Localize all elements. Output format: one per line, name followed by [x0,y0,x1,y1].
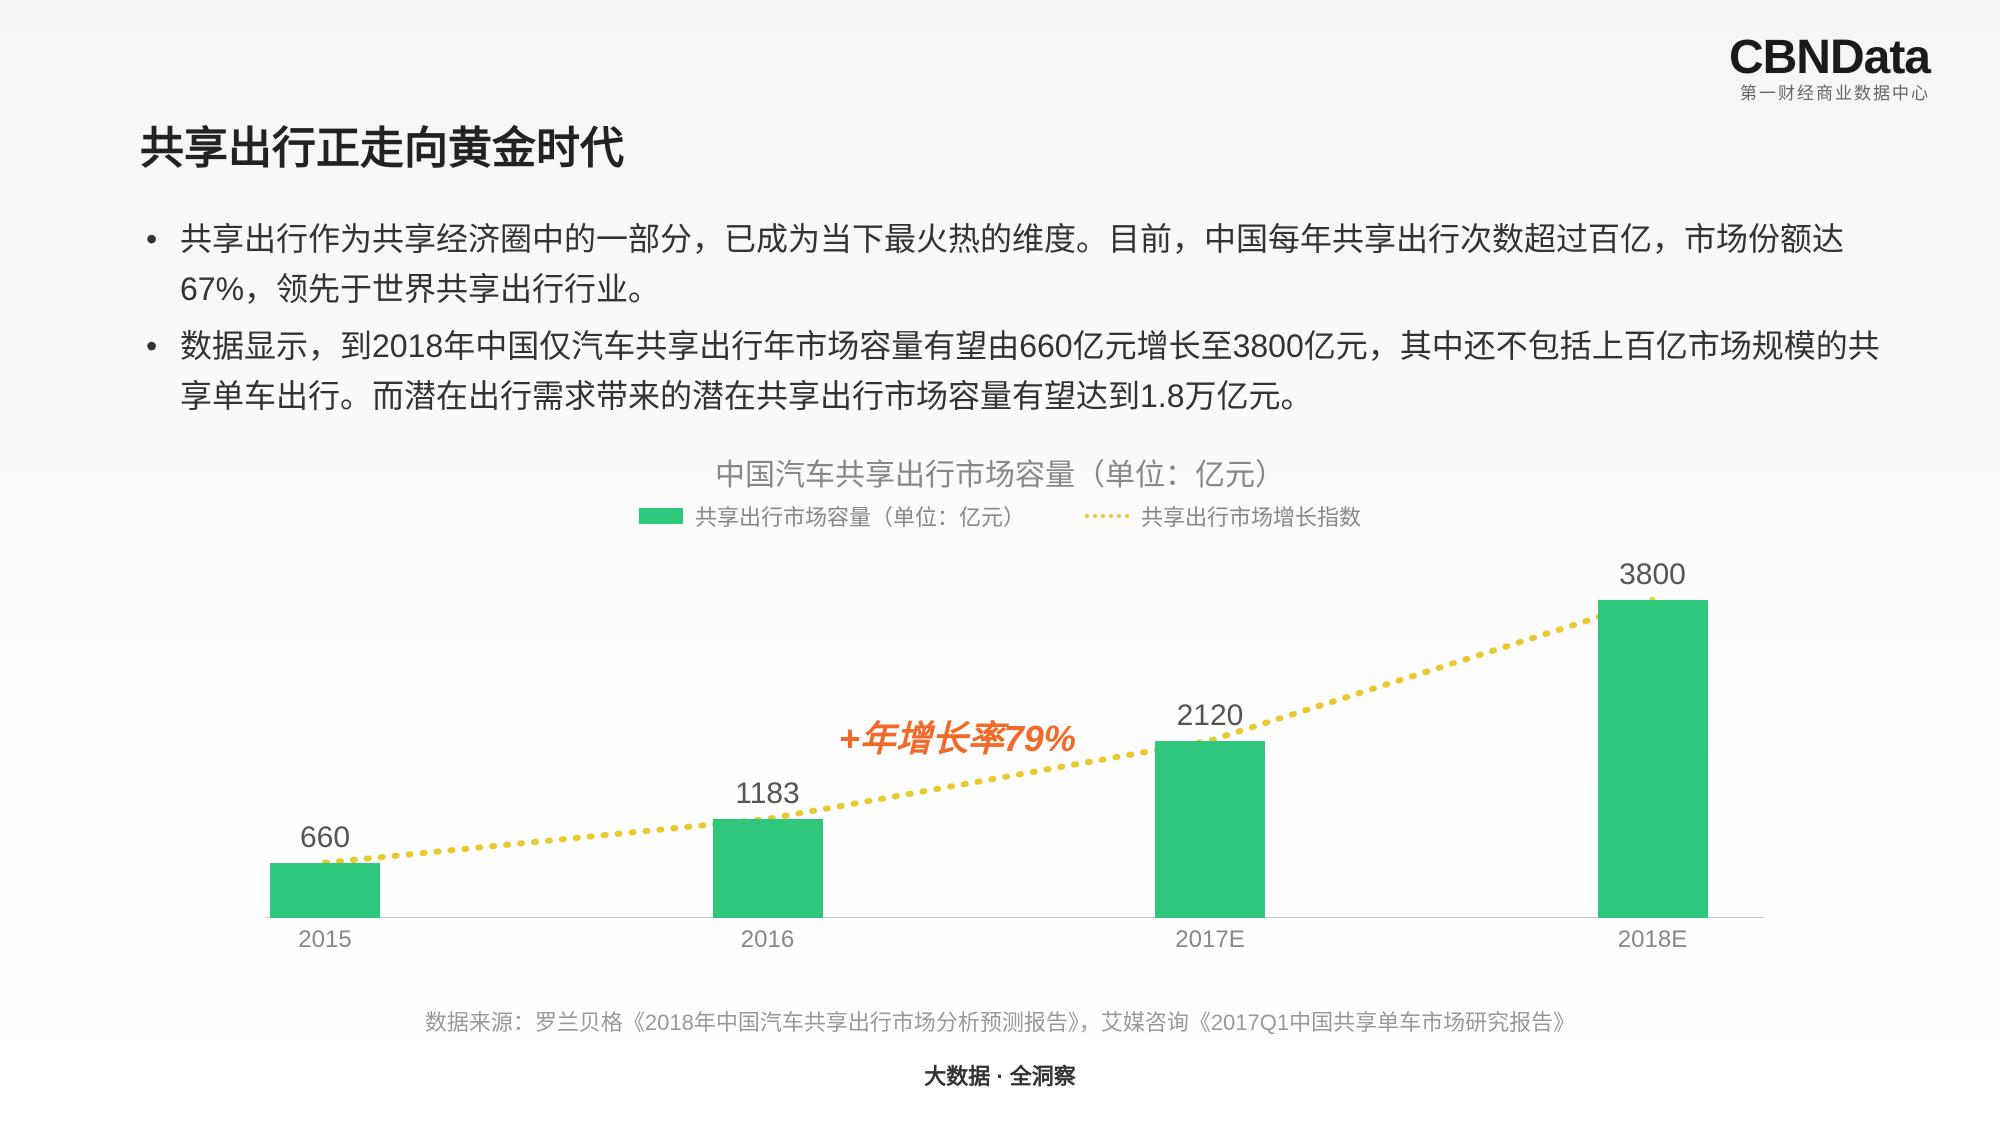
legend-bar-item: 共享出行市场容量（单位：亿元） [639,500,1025,532]
bullet-text: 数据显示，到2018年中国仅汽车共享出行年市场容量有望由660亿元增长至3800… [180,322,1880,421]
bar [1598,600,1708,918]
bar-value-label: 2120 [1110,699,1310,733]
bar [713,819,823,918]
chart-area: +年增长率79% 66020151183201621202017E3800201… [265,540,1765,960]
bullet-dot-icon: • [140,322,180,421]
bullet-list: • 共享出行作为共享经济圈中的一部分，已成为当下最火热的维度。目前，中国每年共享… [140,215,1880,429]
x-axis-label: 2015 [225,926,425,954]
bar [270,863,380,918]
x-axis-label: 2017E [1110,926,1310,954]
page-title: 共享出行正走向黄金时代 [140,112,624,176]
x-axis-label: 2018E [1553,926,1753,954]
logo-sub-text: 第一财经商业数据中心 [1729,79,1930,104]
bar-value-label: 660 [225,821,425,855]
logo-main-text: CBNData [1729,30,1930,85]
chart-title: 中国汽车共享出行市场容量（单位：亿元） [0,450,2000,494]
x-axis-line [265,917,1765,918]
data-source: 数据来源：罗兰贝格《2018年中国汽车共享出行市场分析预测报告》，艾媒咨询《20… [0,1005,2000,1037]
bullet-item: • 数据显示，到2018年中国仅汽车共享出行年市场容量有望由660亿元增长至38… [140,322,1880,421]
legend-bar-swatch [639,508,683,524]
footer-tagline: 大数据 · 全洞察 [0,1059,2000,1091]
bullet-text: 共享出行作为共享经济圈中的一部分，已成为当下最火热的维度。目前，中国每年共享出行… [180,215,1880,314]
legend-bar-label: 共享出行市场容量（单位：亿元） [695,500,1025,532]
legend-line-item: 共享出行市场增长指数 [1085,500,1361,532]
chart-legend: 共享出行市场容量（单位：亿元） 共享出行市场增长指数 [0,500,2000,532]
bullet-item: • 共享出行作为共享经济圈中的一部分，已成为当下最火热的维度。目前，中国每年共享… [140,215,1880,314]
growth-annotation: +年增长率79% [839,710,1076,762]
bar-value-label: 1183 [668,777,868,811]
brand-logo: CBNData 第一财经商业数据中心 [1729,30,1930,104]
legend-line-swatch [1085,514,1129,518]
bar [1155,741,1265,918]
legend-line-label: 共享出行市场增长指数 [1141,500,1361,532]
x-axis-label: 2016 [668,926,868,954]
bullet-dot-icon: • [140,215,180,314]
bar-value-label: 3800 [1553,558,1753,592]
